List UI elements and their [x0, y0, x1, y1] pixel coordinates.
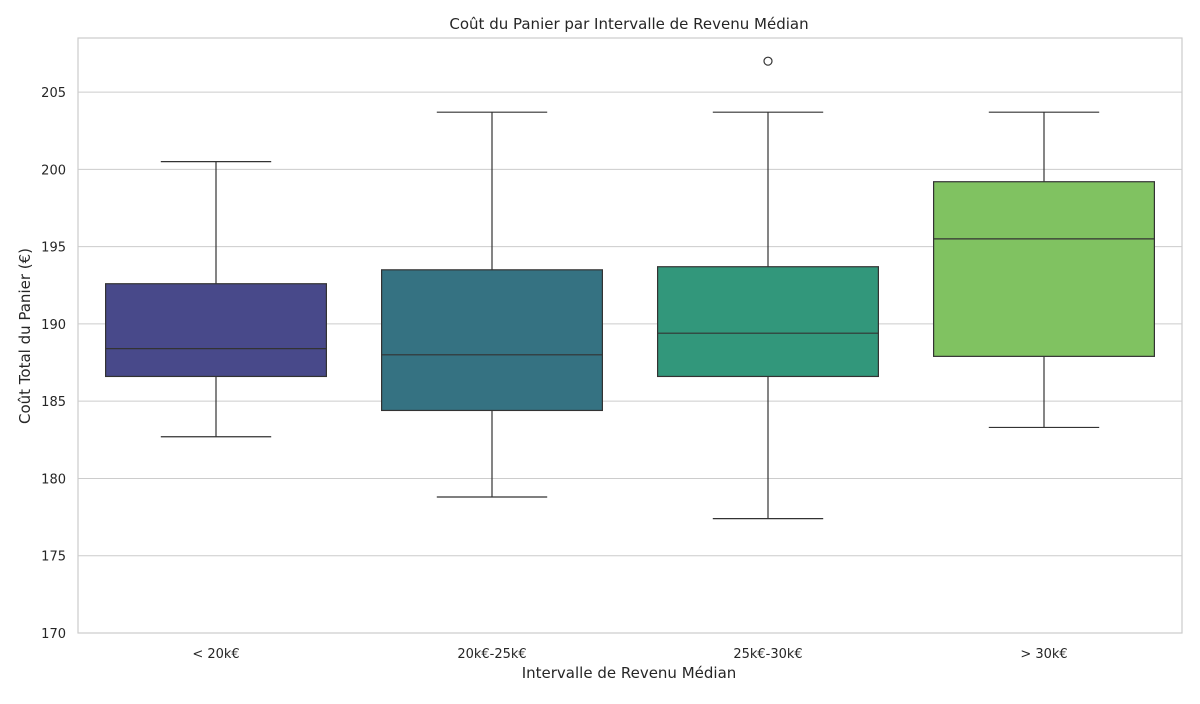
box-body	[932, 181, 1155, 357]
y-tick-label: 200	[41, 163, 66, 178]
x-tick-label: 20k€-25k€	[457, 647, 526, 662]
y-tick-label: 185	[41, 395, 66, 410]
y-tick-label: 205	[41, 86, 66, 101]
box-3	[656, 56, 879, 520]
x-tick-label: > 30k€	[1020, 647, 1067, 662]
y-tick-label: 190	[41, 318, 66, 333]
box-body	[656, 266, 879, 378]
plot-frame	[77, 37, 1183, 634]
boxes-group	[104, 56, 1155, 520]
y-tick-label: 195	[41, 241, 66, 256]
box-2	[381, 111, 604, 498]
x-tick-label: 25k€-30k€	[733, 647, 802, 662]
box-body	[104, 283, 328, 378]
chart-title: Coût du Panier par Intervalle de Revenu …	[449, 15, 808, 33]
x-axis-label: Intervalle de Revenu Médian	[522, 664, 737, 682]
box-4	[932, 111, 1155, 429]
box-body	[381, 269, 604, 412]
x-tick-label: < 20k€	[192, 647, 239, 662]
outlier-point	[763, 56, 773, 66]
y-tick-label: 170	[41, 627, 66, 642]
box-1	[104, 161, 328, 438]
y-tick-label: 180	[41, 472, 66, 487]
y-axis-label: Coût Total du Panier (€)	[16, 248, 34, 424]
y-tick-label: 175	[41, 550, 66, 565]
